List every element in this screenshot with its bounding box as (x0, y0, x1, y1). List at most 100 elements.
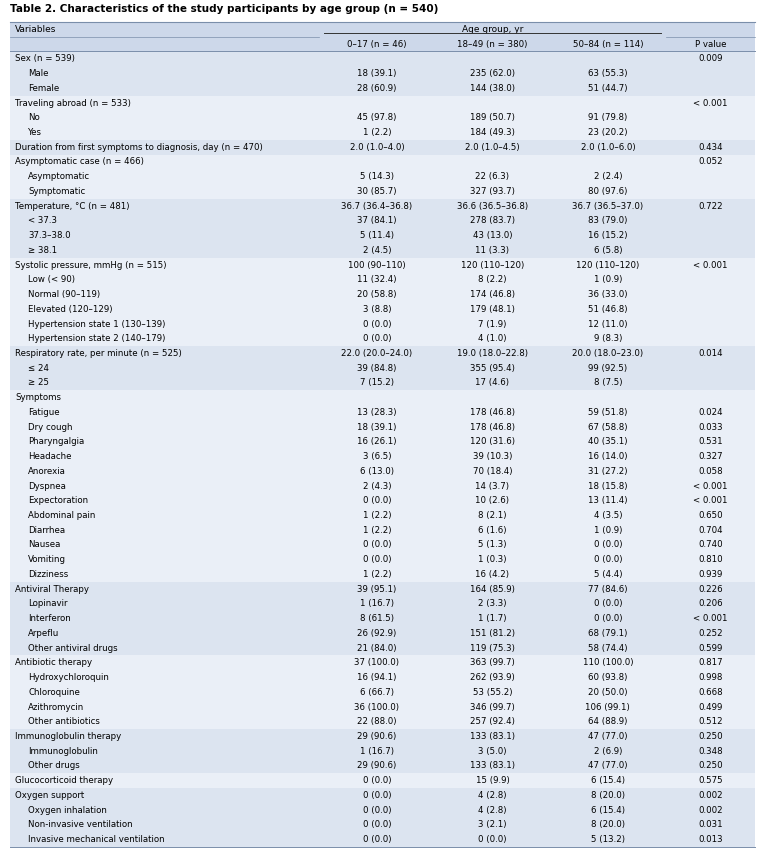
Text: 58 (74.4): 58 (74.4) (588, 643, 627, 653)
Text: 0.810: 0.810 (698, 556, 723, 564)
Bar (10, 479, 755, 493)
Text: Normal (90–119): Normal (90–119) (28, 290, 100, 299)
Text: Pharyngalgia: Pharyngalgia (28, 437, 84, 446)
Text: 0.009: 0.009 (698, 55, 723, 63)
Text: Symptomatic: Symptomatic (28, 187, 85, 196)
Text: 184 (49.3): 184 (49.3) (470, 128, 515, 137)
Text: 327 (93.7): 327 (93.7) (470, 187, 515, 196)
Text: 23 (20.2): 23 (20.2) (588, 128, 627, 137)
Text: 1 (0.9): 1 (0.9) (594, 526, 622, 535)
Text: 144 (38.0): 144 (38.0) (470, 83, 515, 93)
Text: 31 (27.2): 31 (27.2) (588, 467, 627, 475)
Text: 36.7 (36.4–36.8): 36.7 (36.4–36.8) (341, 202, 412, 210)
Text: Expectoration: Expectoration (28, 497, 88, 505)
Text: Temperature, °C (n = 481): Temperature, °C (n = 481) (15, 202, 129, 210)
Text: 2 (4.5): 2 (4.5) (363, 246, 391, 255)
Text: 18 (39.1): 18 (39.1) (357, 423, 396, 432)
Text: 21 (84.0): 21 (84.0) (357, 643, 397, 653)
Text: Hydroxychloroquin: Hydroxychloroquin (28, 673, 109, 682)
Text: Asymptomatic: Asymptomatic (28, 172, 90, 181)
Text: 0 (0.0): 0 (0.0) (363, 835, 391, 844)
Text: 11 (3.3): 11 (3.3) (475, 246, 509, 255)
Bar (10, 832, 755, 847)
Text: Duration from first symptoms to diagnosis, day (n = 470): Duration from first symptoms to diagnosi… (15, 143, 262, 152)
Text: Female: Female (28, 83, 59, 93)
Text: Immunoglobulin therapy: Immunoglobulin therapy (15, 732, 121, 741)
Bar (10, 361, 755, 376)
Bar (10, 493, 755, 508)
Text: 8 (20.0): 8 (20.0) (591, 820, 625, 829)
Text: 67 (58.8): 67 (58.8) (588, 423, 627, 432)
Text: 37 (84.1): 37 (84.1) (357, 216, 397, 226)
Text: 15 (9.9): 15 (9.9) (476, 776, 509, 786)
Text: 36 (33.0): 36 (33.0) (588, 290, 627, 299)
Bar (10, 655, 755, 671)
Bar (10, 228, 755, 243)
Text: Glucocorticoid therapy: Glucocorticoid therapy (15, 776, 113, 786)
Text: 2 (2.4): 2 (2.4) (594, 172, 622, 181)
Text: 13 (28.3): 13 (28.3) (357, 408, 397, 417)
Text: 3 (8.8): 3 (8.8) (363, 305, 391, 314)
Text: 16 (26.1): 16 (26.1) (357, 437, 397, 446)
Bar (10, 729, 755, 744)
Bar (10, 95, 755, 111)
Text: 83 (79.0): 83 (79.0) (588, 216, 627, 226)
Bar (10, 420, 755, 435)
Bar (10, 184, 755, 199)
Text: 18 (39.1): 18 (39.1) (357, 69, 396, 78)
Text: 0.031: 0.031 (698, 820, 723, 829)
Text: 0 (0.0): 0 (0.0) (363, 820, 391, 829)
Text: 120 (110–120): 120 (110–120) (576, 261, 640, 269)
Text: Hypertension state 1 (130–139): Hypertension state 1 (130–139) (28, 320, 165, 329)
Text: Asymptomatic case (n = 466): Asymptomatic case (n = 466) (15, 158, 144, 166)
Text: 2.0 (1.0–6.0): 2.0 (1.0–6.0) (581, 143, 635, 152)
Bar (10, 376, 755, 390)
Text: 6 (1.6): 6 (1.6) (478, 526, 506, 535)
Bar (10, 273, 755, 287)
Text: 91 (79.8): 91 (79.8) (588, 113, 627, 122)
Bar (10, 671, 755, 685)
Text: 51 (44.7): 51 (44.7) (588, 83, 627, 93)
Bar (10, 699, 755, 715)
Text: 1 (1.7): 1 (1.7) (478, 614, 506, 623)
Bar (10, 803, 755, 818)
Text: Variables: Variables (15, 25, 57, 34)
Text: 22 (6.3): 22 (6.3) (475, 172, 509, 181)
Text: 5 (14.3): 5 (14.3) (360, 172, 394, 181)
Text: 0 (0.0): 0 (0.0) (594, 600, 622, 608)
Text: 3 (2.1): 3 (2.1) (478, 820, 506, 829)
Bar (10, 744, 755, 758)
Text: Symptoms: Symptoms (15, 393, 61, 402)
Text: Low (< 90): Low (< 90) (28, 275, 75, 285)
Text: 37 (100.0): 37 (100.0) (354, 659, 399, 667)
Text: 0.002: 0.002 (698, 806, 723, 815)
Text: 0 (0.0): 0 (0.0) (363, 791, 391, 800)
Bar (10, 154, 755, 170)
Text: 164 (85.9): 164 (85.9) (470, 584, 515, 594)
Text: 0.250: 0.250 (698, 732, 723, 741)
Bar (10, 435, 755, 449)
Text: 0.998: 0.998 (698, 673, 722, 682)
Text: < 0.001: < 0.001 (693, 261, 728, 269)
Text: 5 (11.4): 5 (11.4) (360, 231, 394, 240)
Text: 4 (1.0): 4 (1.0) (478, 334, 506, 343)
Text: 2.0 (1.0–4.5): 2.0 (1.0–4.5) (465, 143, 519, 152)
Text: < 0.001: < 0.001 (693, 481, 728, 491)
Text: 8 (7.5): 8 (7.5) (594, 378, 622, 388)
Bar (10, 22, 755, 37)
Text: 110 (100.0): 110 (100.0) (583, 659, 633, 667)
Text: Invasive mechanical ventilation: Invasive mechanical ventilation (28, 835, 164, 844)
Bar (10, 37, 755, 51)
Bar (10, 685, 755, 699)
Text: 12 (11.0): 12 (11.0) (588, 320, 627, 329)
Text: 0.348: 0.348 (698, 746, 723, 756)
Text: 4 (2.8): 4 (2.8) (478, 806, 506, 815)
Text: 22 (88.0): 22 (88.0) (357, 717, 397, 726)
Text: 0.740: 0.740 (698, 540, 723, 550)
Text: 5 (4.4): 5 (4.4) (594, 570, 622, 579)
Text: 0.250: 0.250 (698, 762, 723, 770)
Text: 19.0 (18.0–22.8): 19.0 (18.0–22.8) (457, 349, 528, 358)
Text: 278 (83.7): 278 (83.7) (470, 216, 515, 226)
Text: 47 (77.0): 47 (77.0) (588, 732, 627, 741)
Text: 16 (14.0): 16 (14.0) (588, 452, 627, 461)
